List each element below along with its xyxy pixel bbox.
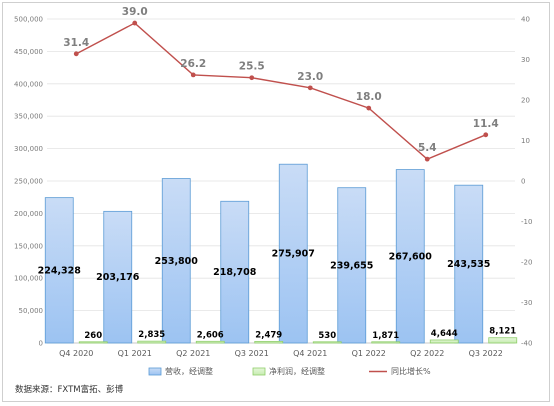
- growth-line: [73, 20, 489, 162]
- growth-line-path: [75, 22, 487, 160]
- net-profit-bar: [488, 337, 518, 344]
- net-profit-bar: [429, 339, 459, 344]
- net-profit-data-label: 1,871: [372, 331, 399, 341]
- y2-tick-label: 30: [521, 56, 530, 64]
- chart-frame: 0 50,000 100,000 150,000 200,000 250,000 300,0…: [2, 2, 550, 402]
- revenue-bar: [395, 169, 425, 344]
- revenue-data-label: 203,176: [96, 272, 140, 283]
- revenue-data-label: 239,655: [330, 260, 373, 271]
- legend-swatch-net-profit: [252, 367, 266, 376]
- y2-tick-label: 0: [521, 178, 525, 186]
- legend: 营收，经调整 净利润，经调整 同比增长%: [148, 366, 431, 376]
- growth-point: [307, 85, 313, 91]
- growth-point: [249, 75, 255, 81]
- y2-tick-label: -10: [521, 218, 532, 226]
- revenue-bar: [161, 178, 191, 344]
- revenue-bars: [44, 163, 484, 344]
- y-tick-label: 450,000: [14, 48, 43, 56]
- legend-label-growth: 同比增长%: [391, 366, 431, 376]
- category-label: Q1 2021: [118, 349, 152, 358]
- revenue-data-label: 243,535: [447, 259, 490, 270]
- growth-point: [424, 156, 430, 162]
- y2-tick-label: -30: [521, 299, 532, 307]
- revenue-data-label: 267,600: [389, 251, 433, 262]
- category-label: Q2 2021: [176, 349, 210, 358]
- revenue-bar: [337, 187, 367, 344]
- y2-tick-label: 10: [521, 137, 530, 145]
- net-profit-data-label: 2,606: [197, 330, 224, 340]
- growth-data-label: 25.5: [239, 61, 265, 73]
- category-label: Q3 2021: [235, 349, 269, 358]
- net-profit-bar: [371, 341, 401, 344]
- net-profit-data-label: 530: [318, 331, 336, 341]
- revenue-bar: [278, 163, 308, 344]
- net-profit-data-label: 4,644: [431, 329, 458, 339]
- net-profit-bar: [254, 340, 284, 344]
- growth-data-label: 23.0: [297, 71, 323, 83]
- net-profit-bar: [137, 340, 167, 344]
- y2-tick-label: 40: [521, 16, 530, 24]
- revenue-data-label: 218,708: [213, 267, 257, 278]
- legend-label-revenue: 营收，经调整: [165, 366, 213, 376]
- category-label: Q4 2021: [293, 349, 327, 358]
- y-tick-label: 500,000: [14, 16, 43, 24]
- y2-tick-label: 20: [521, 97, 530, 105]
- y-tick-label: 100,000: [14, 275, 43, 283]
- growth-point: [483, 132, 489, 138]
- growth-point: [73, 51, 79, 57]
- legend-swatch-revenue: [148, 367, 162, 376]
- revenue-bar: [220, 200, 250, 344]
- data-labels: 224,328 260 203,176 2,835 253,800 2,606 218,70…: [38, 6, 517, 341]
- revenue-data-label: 253,800: [155, 256, 199, 267]
- y2-tick-label: -20: [521, 259, 532, 267]
- net-profit-data-label: 2,479: [255, 330, 282, 340]
- growth-data-label: 11.4: [473, 118, 499, 130]
- right-axis: -40 -30 -20 -10 0 10 20 30 40: [521, 16, 532, 348]
- revenue-bar: [454, 184, 484, 344]
- y-tick-label: 300,000: [14, 145, 43, 153]
- legend-label-net-profit: 净利润，经调整: [269, 366, 325, 376]
- combo-chart: 0 50,000 100,000 150,000 200,000 250,000 300,0…: [14, 6, 532, 376]
- y-tick-label: 350,000: [14, 113, 43, 121]
- source-note: 数据来源：FXTM富拓、彭博: [15, 385, 124, 395]
- left-axis: 0 50,000 100,000 150,000 200,000 250,000 300,0…: [14, 16, 43, 348]
- growth-point: [132, 20, 138, 26]
- y-tick-label: 200,000: [14, 210, 43, 218]
- y-tick-label: 50,000: [19, 307, 44, 315]
- net-profit-data-label: 2,835: [138, 330, 165, 340]
- y-tick-label: 400,000: [14, 80, 43, 88]
- growth-point: [366, 105, 372, 111]
- revenue-bar: [44, 197, 74, 344]
- category-label: Q4 2020: [59, 349, 93, 358]
- category-label: Q1 2022: [352, 349, 386, 358]
- revenue-data-label: 275,907: [272, 249, 315, 260]
- y-tick-label: 250,000: [14, 178, 43, 186]
- y-tick-label: 0: [39, 340, 43, 348]
- category-label: Q2 2022: [410, 349, 444, 358]
- category-labels: Q4 2020 Q1 2021 Q2 2021 Q3 2021 Q4 2021 Q1 20…: [59, 349, 503, 358]
- net-profit-bar: [312, 341, 342, 344]
- y-tick-label: 150,000: [14, 242, 43, 250]
- growth-data-label: 39.0: [122, 6, 148, 18]
- growth-point: [190, 72, 196, 78]
- growth-data-label: 31.4: [63, 37, 89, 49]
- net-profit-data-label: 8,121: [489, 327, 516, 337]
- growth-data-label: 5.4: [418, 142, 437, 154]
- revenue-data-label: 224,328: [38, 265, 82, 276]
- net-profit-data-label: 260: [84, 331, 102, 341]
- revenue-bar: [103, 210, 133, 344]
- growth-data-label: 26.2: [180, 58, 206, 70]
- category-label: Q3 2022: [469, 349, 503, 358]
- net-profit-bar: [195, 340, 225, 344]
- net-profit-bar: [78, 341, 108, 344]
- growth-data-label: 18.0: [356, 91, 382, 103]
- net-profit-bars: [78, 337, 518, 344]
- y2-tick-label: -40: [521, 340, 532, 348]
